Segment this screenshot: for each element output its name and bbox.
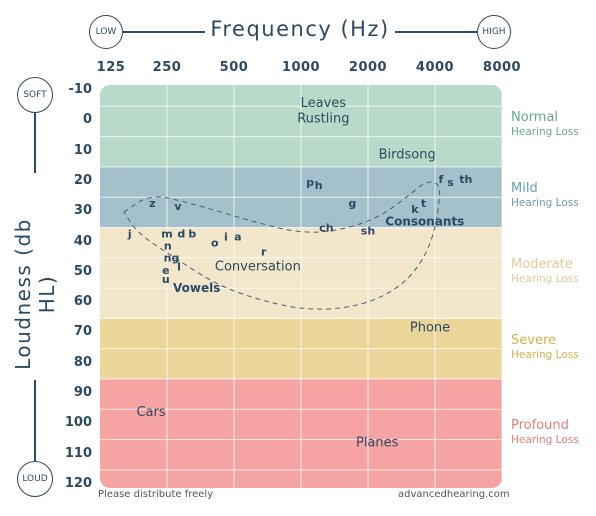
band-label-mild: Mild Hearing Loss [511, 181, 579, 211]
speech-sound-b: b [188, 227, 196, 240]
loudness-line-bottom [34, 380, 36, 461]
band-name: Normal [511, 109, 559, 125]
y-tick-label: 120 [64, 475, 92, 491]
y-tick-label: 60 [73, 294, 92, 310]
speech-sound-o: o [211, 237, 219, 250]
x-tick-label: 250 [152, 60, 182, 75]
band-name: Profound [511, 417, 569, 433]
frequency-line-left [123, 31, 213, 33]
band-subtitle: Hearing Loss [511, 272, 579, 285]
band-subtitle: Hearing Loss [511, 197, 579, 210]
speech-sound-j: j [127, 227, 132, 240]
speech-banana-curve [123, 181, 441, 310]
speech-sound-th: th [459, 173, 472, 186]
annotation-vowels: Vowels [173, 281, 220, 295]
speech-sound-m: m [161, 227, 172, 240]
y-tick-label: 30 [73, 203, 92, 219]
annotation-conversation: Conversation [215, 260, 301, 275]
band-subtitle: Hearing Loss [511, 433, 579, 446]
band-label-profound: Profound Hearing Loss [511, 418, 579, 448]
annotation-birdsong: Birdsong [379, 148, 436, 163]
speech-sound-sh: sh [361, 224, 375, 237]
speech-sound-d: d [177, 227, 185, 240]
y-tick-label: 50 [73, 263, 92, 279]
speech-sound-ch: ch [319, 221, 333, 234]
speech-sound-h: h [315, 179, 323, 192]
speech-sound-t: t [421, 197, 426, 210]
annotation-rustling: Rustling [297, 111, 349, 126]
speech-sound-f: f [438, 173, 443, 186]
band-label-normal: Normal Hearing Loss [511, 110, 579, 140]
y-tick-label: -10 [68, 82, 93, 97]
y-tick-label: 110 [64, 445, 92, 461]
band-label-moderate: Moderate Hearing Loss [511, 257, 579, 287]
band-label-severe: Severe Hearing Loss [511, 333, 579, 363]
y-tick-label: 20 [73, 172, 92, 188]
y-tick-label: 70 [73, 324, 92, 340]
y-tick-label: 10 [73, 142, 92, 158]
annotation-phone: Phone [410, 320, 450, 335]
speech-sound-z: z [149, 197, 155, 210]
speech-sound-n: n [164, 240, 172, 253]
x-tick-label: 125 [96, 60, 126, 75]
speech-sound-g: g [348, 197, 356, 210]
annotation-leaves: Leaves [301, 96, 347, 111]
soft-label: SOFT [17, 77, 53, 113]
y-tick-label: 0 [82, 112, 92, 128]
footer-left: Please distribute freely [98, 489, 214, 500]
x-tick-label: 8000 [482, 60, 522, 75]
band-subtitle: Hearing Loss [511, 125, 579, 138]
chart-title: Frequency (Hz) [205, 17, 395, 41]
x-tick-label: 500 [219, 60, 249, 75]
y-tick-label: 80 [73, 354, 92, 370]
annotation-consonants: Consonants [385, 214, 464, 228]
y-tick-label: 40 [73, 233, 92, 249]
band-name: Moderate [511, 256, 573, 272]
speech-sound-a: a [234, 230, 241, 243]
speech-sound-u: u [162, 273, 170, 286]
speech-sound-l: l [177, 261, 181, 274]
x-tick-label: 4000 [415, 60, 455, 75]
loudness-line-top [34, 113, 36, 173]
band-name: Mild [511, 181, 538, 197]
frequency-line-right [390, 31, 477, 33]
footer-right: advancedhearing.com [398, 489, 510, 500]
x-tick-label: 2000 [348, 60, 388, 75]
speech-sound-k: k [411, 203, 419, 216]
high-label: HIGH [477, 15, 511, 49]
y-tick-label: 90 [73, 385, 92, 400]
band-name: Severe [511, 332, 556, 348]
speech-sound-p: p [306, 176, 314, 189]
speech-sound-r: r [261, 246, 267, 259]
speech-sound-e: e [162, 264, 169, 277]
loud-label: LOUD [17, 461, 53, 497]
speech-sound-ng: ng [164, 252, 180, 265]
low-label: LOW [89, 15, 123, 49]
speech-sound-i: i [224, 230, 228, 243]
y-tick-label: 100 [64, 415, 92, 431]
annotation-cars: Cars [136, 405, 165, 420]
speech-sound-v: v [174, 200, 182, 213]
speech-sound-s: s [447, 176, 454, 189]
band-subtitle: Hearing Loss [511, 348, 579, 361]
annotation-planes: Planes [356, 435, 399, 450]
x-tick-label: 1000 [281, 60, 321, 75]
